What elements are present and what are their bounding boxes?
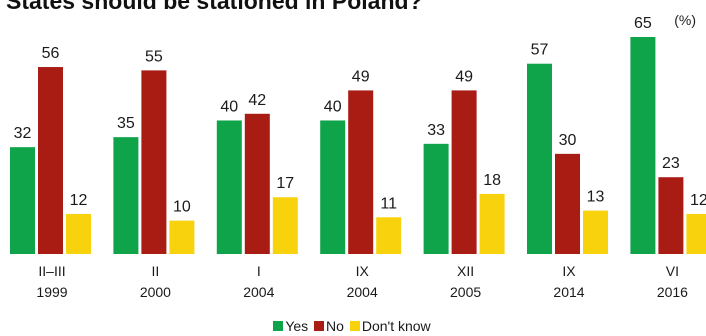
x-tick-year: 2014 (553, 284, 584, 300)
legend-swatch-dont-know (349, 321, 360, 331)
bar-no (348, 90, 374, 255)
data-label-don-t-know: 18 (483, 172, 501, 189)
x-tick-period: I (257, 263, 261, 279)
bar-no (555, 153, 580, 254)
legend-swatch-yes (273, 321, 284, 331)
legend-item-dont-know: Don't know (349, 318, 431, 334)
data-label-don-t-know: 11 (380, 195, 397, 212)
x-tick-period: IX (356, 263, 370, 279)
chart-title: States should be stationed in Poland? (6, 0, 423, 14)
data-label-don-t-know: 12 (690, 192, 706, 209)
data-label-don-t-know: 12 (70, 192, 88, 209)
bar-yes (423, 143, 449, 254)
x-tick-period: II (152, 263, 160, 279)
legend-item-yes: Yes (273, 318, 308, 334)
x-tick-period: IX (562, 263, 576, 279)
data-label-no: 49 (352, 68, 370, 85)
data-label-yes: 65 (634, 15, 652, 32)
x-tick-year: 2005 (450, 284, 481, 300)
data-label-yes: 33 (427, 122, 445, 139)
bar-no (244, 113, 270, 255)
legend-item-no: No (314, 318, 344, 334)
data-label-yes: 40 (220, 98, 238, 115)
data-label-no: 49 (455, 68, 473, 85)
legend: Yes No Don't know (0, 318, 706, 334)
bar-no (141, 70, 167, 254)
data-label-no: 30 (559, 132, 577, 149)
legend-label-yes: Yes (285, 318, 309, 334)
unit-label: (%) (674, 12, 696, 28)
data-label-no: 55 (145, 48, 163, 65)
data-label-no: 42 (248, 92, 266, 109)
data-label-yes: 40 (324, 98, 342, 115)
legend-swatch-no (314, 321, 325, 331)
bar-yes (113, 137, 139, 254)
x-tick-period: XII (457, 263, 474, 279)
bar-don-t-know (272, 197, 298, 254)
bar-yes (320, 120, 346, 254)
data-label-yes: 35 (117, 115, 135, 132)
data-label-don-t-know: 13 (587, 189, 605, 206)
legend-label-no: No (326, 318, 344, 334)
bar-no (451, 90, 477, 255)
bar-don-t-know (583, 210, 608, 254)
bar-yes (527, 63, 552, 255)
bar-yes (216, 120, 242, 254)
bar-no (38, 67, 63, 255)
x-tick-year: 2004 (243, 284, 274, 300)
bar-don-t-know (169, 220, 195, 254)
data-label-don-t-know: 17 (276, 175, 294, 192)
bar-don-t-know (479, 193, 505, 254)
data-label-yes: 57 (531, 42, 549, 59)
bar-don-t-know (66, 213, 91, 254)
x-tick-period: VI (666, 263, 679, 279)
bar-yes (10, 147, 35, 254)
data-label-no: 23 (662, 155, 680, 172)
x-tick-year: 1999 (36, 284, 67, 300)
x-tick-year: 2016 (657, 284, 688, 300)
bar-don-t-know (686, 213, 706, 254)
data-label-yes: 32 (14, 125, 32, 142)
bar-no (658, 177, 684, 254)
data-label-no: 56 (42, 45, 60, 62)
bar-don-t-know (376, 217, 402, 254)
data-label-don-t-know: 10 (173, 199, 191, 216)
bar-yes (630, 37, 656, 254)
legend-label-dont-know: Don't know (361, 318, 431, 334)
x-tick-year: 2004 (347, 284, 378, 300)
x-tick-year: 2000 (140, 284, 171, 300)
x-tick-period: II–III (38, 263, 65, 279)
